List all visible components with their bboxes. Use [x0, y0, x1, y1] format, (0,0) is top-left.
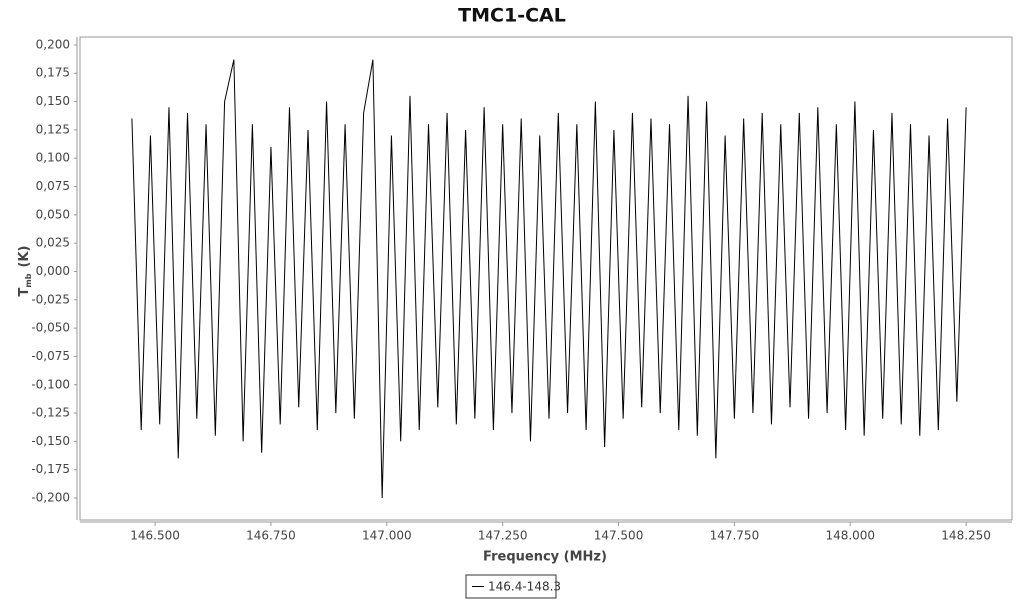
x-tick-label: 147.250	[478, 529, 528, 543]
y-label-sub: mb	[24, 273, 33, 287]
legend: 146.4-148.3	[465, 574, 561, 599]
y-tick-label: -0,100	[31, 377, 70, 391]
x-tick-label: 146.750	[246, 529, 296, 543]
y-tick-label: 0,000	[36, 264, 70, 278]
y-tick-label: -0,200	[31, 491, 70, 505]
y-tick-label: 0,100	[36, 151, 70, 165]
y-tick-label: 0,150	[36, 94, 70, 108]
x-tick-label: 148.250	[941, 529, 991, 543]
y-tick-label: -0,050	[31, 321, 70, 335]
y-tick-label: -0,125	[31, 406, 70, 420]
plot-frame	[79, 36, 1013, 521]
y-tick-label: 0,075	[36, 179, 70, 193]
y-tick-label: -0,025	[31, 292, 70, 306]
x-tick-label: 147.000	[362, 529, 412, 543]
y-axis-label: Tmb (K)	[17, 246, 33, 297]
y-label-unit: (K)	[17, 246, 32, 268]
chart-title: TMC1-CAL	[458, 5, 566, 27]
y-tick-label: 0,125	[36, 122, 70, 136]
x-tick-label: 148.000	[825, 529, 875, 543]
data-line	[131, 59, 967, 499]
y-label-main: T	[17, 287, 32, 296]
x-tick-label: 146.500	[130, 529, 180, 543]
x-axis-label: Frequency (MHz)	[483, 550, 607, 565]
y-tick-label: -0,075	[31, 349, 70, 363]
legend-box	[465, 574, 557, 599]
y-tick-label: -0,150	[31, 434, 70, 448]
y-tick-label: 0,200	[36, 37, 70, 51]
y-tick-label: 0,025	[36, 236, 70, 250]
x-tick-label: 147.500	[594, 529, 644, 543]
y-tick-label: -0,175	[31, 462, 70, 476]
y-tick-label: 0,175	[36, 66, 70, 80]
legend-label: 146.4-148.3	[488, 580, 561, 594]
y-tick-label: 0,050	[36, 207, 70, 221]
x-tick-label: 147.750	[710, 529, 760, 543]
